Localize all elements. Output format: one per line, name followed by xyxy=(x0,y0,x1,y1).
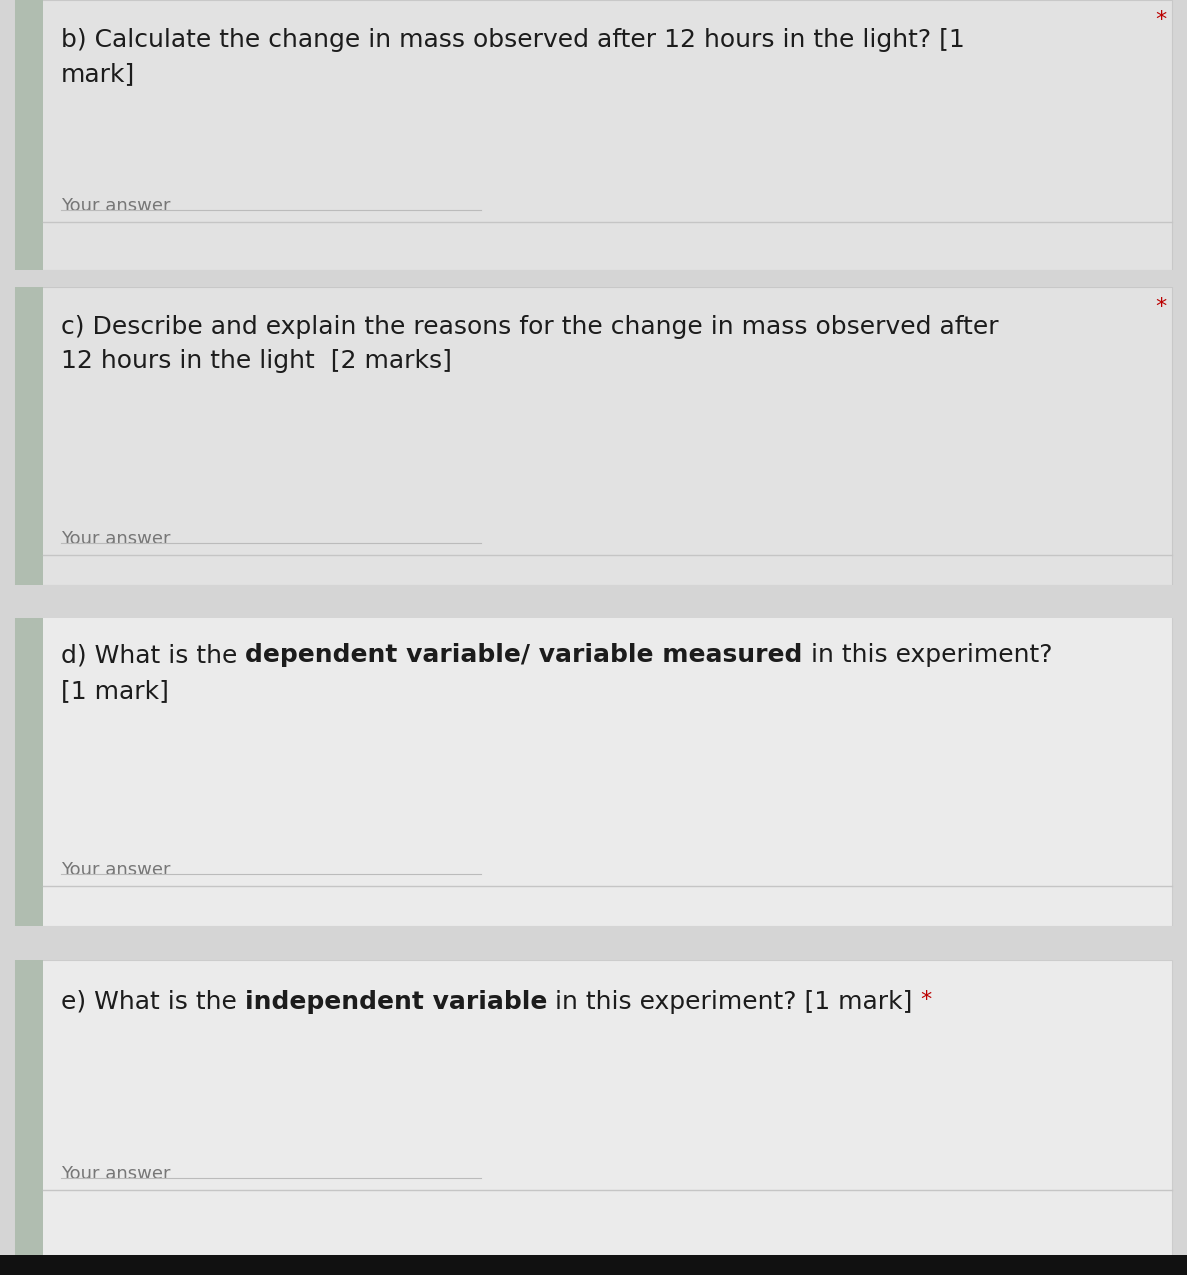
Bar xyxy=(0,926,1187,960)
Text: *: * xyxy=(1156,10,1167,31)
Bar xyxy=(0,270,1187,287)
Text: c) Describe and explain the reasons for the change in mass observed after: c) Describe and explain the reasons for … xyxy=(61,315,998,339)
Text: e) What is the: e) What is the xyxy=(61,989,245,1014)
Bar xyxy=(15,960,1172,1255)
Bar xyxy=(15,613,43,926)
Text: in this experiment? [1 mark]: in this experiment? [1 mark] xyxy=(547,989,921,1014)
Bar xyxy=(15,287,1172,585)
Text: Your answer: Your answer xyxy=(61,530,171,548)
Bar xyxy=(0,1255,1187,1275)
Bar xyxy=(0,585,1187,618)
Bar xyxy=(15,287,43,585)
Text: [1 mark]: [1 mark] xyxy=(61,680,169,703)
Bar xyxy=(15,0,1172,270)
Text: independent variable: independent variable xyxy=(245,989,547,1014)
Text: in this experiment?: in this experiment? xyxy=(802,643,1052,667)
Bar xyxy=(15,960,43,1255)
Text: b) Calculate the change in mass observed after 12 hours in the light? [1: b) Calculate the change in mass observed… xyxy=(61,28,965,52)
Text: mark]: mark] xyxy=(61,62,135,85)
Text: Your answer: Your answer xyxy=(61,198,171,215)
Text: Your answer: Your answer xyxy=(61,861,171,878)
Text: d) What is the: d) What is the xyxy=(61,643,246,667)
Text: dependent variable/ variable measured: dependent variable/ variable measured xyxy=(246,643,802,667)
Text: 12 hours in the light  [2 marks]: 12 hours in the light [2 marks] xyxy=(61,349,452,374)
Bar xyxy=(15,613,1172,926)
Bar xyxy=(15,0,43,270)
Text: *: * xyxy=(1156,297,1167,317)
Text: *: * xyxy=(921,989,932,1010)
Text: Your answer: Your answer xyxy=(61,1165,171,1183)
